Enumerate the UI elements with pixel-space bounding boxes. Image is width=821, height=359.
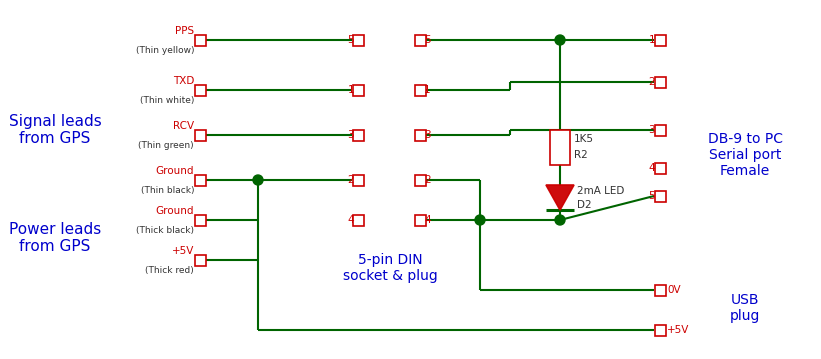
Text: (Thin black): (Thin black) bbox=[140, 186, 194, 195]
Bar bbox=[352, 130, 364, 140]
Bar bbox=[654, 34, 666, 46]
Text: (Thick red): (Thick red) bbox=[145, 266, 194, 275]
Text: +5V: +5V bbox=[667, 325, 690, 335]
Text: USB
plug: USB plug bbox=[730, 293, 760, 323]
Text: PPS: PPS bbox=[175, 26, 194, 36]
Text: 3: 3 bbox=[347, 130, 354, 140]
Polygon shape bbox=[546, 185, 574, 210]
Circle shape bbox=[253, 175, 263, 185]
Bar bbox=[654, 163, 666, 173]
Circle shape bbox=[555, 215, 565, 225]
Bar bbox=[654, 284, 666, 295]
Text: 5: 5 bbox=[649, 191, 655, 201]
Text: 2: 2 bbox=[649, 77, 655, 87]
Bar bbox=[550, 130, 570, 165]
Circle shape bbox=[555, 35, 565, 45]
Bar bbox=[195, 34, 205, 46]
Text: (Thin yellow): (Thin yellow) bbox=[135, 46, 194, 55]
Text: 1K5: 1K5 bbox=[574, 134, 594, 144]
Bar bbox=[415, 34, 425, 46]
Text: 3: 3 bbox=[424, 130, 431, 140]
Text: 0V: 0V bbox=[667, 285, 681, 295]
Bar bbox=[415, 174, 425, 186]
Bar bbox=[415, 84, 425, 95]
Text: Ground: Ground bbox=[155, 206, 194, 216]
Text: 1: 1 bbox=[649, 35, 655, 45]
Bar bbox=[352, 214, 364, 225]
Text: 5: 5 bbox=[424, 35, 431, 45]
Text: TXD: TXD bbox=[172, 76, 194, 86]
Bar bbox=[352, 84, 364, 95]
Bar bbox=[654, 191, 666, 201]
Bar bbox=[195, 214, 205, 225]
Bar bbox=[654, 125, 666, 135]
Bar bbox=[654, 76, 666, 88]
Text: 1: 1 bbox=[424, 85, 431, 95]
Text: 2mA LED: 2mA LED bbox=[577, 186, 625, 196]
Bar bbox=[352, 174, 364, 186]
Text: 4: 4 bbox=[347, 215, 354, 225]
Text: D2: D2 bbox=[577, 200, 592, 210]
Text: (Thick black): (Thick black) bbox=[136, 226, 194, 235]
Bar bbox=[415, 130, 425, 140]
Bar bbox=[352, 34, 364, 46]
Text: Power leads
from GPS: Power leads from GPS bbox=[9, 222, 101, 254]
Text: DB-9 to PC
Serial port
Female: DB-9 to PC Serial port Female bbox=[708, 132, 782, 178]
Text: 3: 3 bbox=[649, 125, 655, 135]
Text: RCV: RCV bbox=[173, 121, 194, 131]
Text: +5V: +5V bbox=[172, 246, 194, 256]
Bar bbox=[195, 174, 205, 186]
Text: 5-pin DIN
socket & plug: 5-pin DIN socket & plug bbox=[342, 253, 438, 283]
Text: 5: 5 bbox=[347, 35, 354, 45]
Text: (Thin green): (Thin green) bbox=[139, 141, 194, 150]
Bar bbox=[195, 130, 205, 140]
Text: 4: 4 bbox=[424, 215, 431, 225]
Text: Ground: Ground bbox=[155, 166, 194, 176]
Text: 1: 1 bbox=[347, 85, 354, 95]
Text: Signal leads
from GPS: Signal leads from GPS bbox=[9, 114, 101, 146]
Text: 2: 2 bbox=[424, 175, 431, 185]
Bar bbox=[195, 84, 205, 95]
Text: R2: R2 bbox=[574, 150, 588, 160]
Bar bbox=[654, 325, 666, 336]
Text: (Thin white): (Thin white) bbox=[140, 96, 194, 105]
Text: 4: 4 bbox=[649, 163, 655, 173]
Bar bbox=[195, 255, 205, 266]
Circle shape bbox=[475, 215, 485, 225]
Bar bbox=[415, 214, 425, 225]
Text: 2: 2 bbox=[347, 175, 354, 185]
